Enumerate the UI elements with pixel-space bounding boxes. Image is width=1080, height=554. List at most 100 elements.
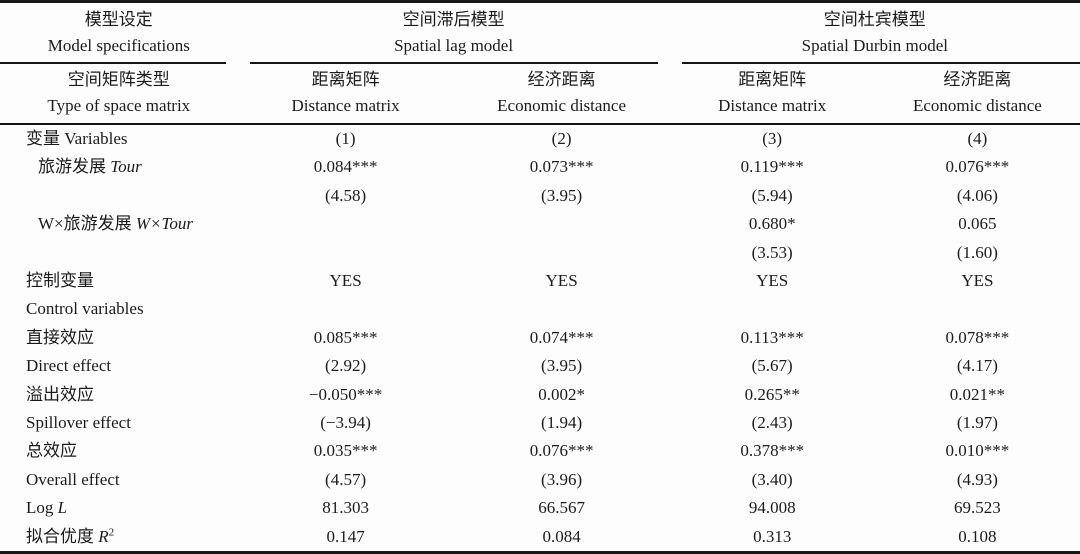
coef-cell: 0.680* (3.53) xyxy=(670,210,875,267)
header-distance-matrix-sdm: 距离矩阵 Distance matrix xyxy=(669,64,875,125)
label-spillover-zh: 溢出效应 xyxy=(26,384,94,404)
yes-cell: YES xyxy=(329,271,362,291)
coef-line: 0.074*** xyxy=(529,327,594,347)
tstat-line: (4.06) xyxy=(956,185,998,205)
row-overall-effect: 总效应 Overall effect 0.035*** (4.57) 0.076… xyxy=(0,437,1080,494)
row-r-squared: 拟合优度 R2 0.147 0.084 0.313 0.108 xyxy=(0,523,1080,553)
model-number-cell-4: (4) xyxy=(967,129,988,148)
tstat-line: (4.17) xyxy=(956,356,998,376)
label-w-tour-var: W×Tour xyxy=(135,214,194,234)
label-r-squared: 拟合优度 R2 xyxy=(0,523,238,553)
header-matrix-type: 空间矩阵类型 Type of space matrix xyxy=(0,64,238,125)
header-distance-matrix-sdm-en: Distance matrix xyxy=(718,96,827,115)
spanner-rule-left xyxy=(0,62,226,64)
stat-cell: 0.313 xyxy=(753,526,792,546)
coef-line: 0.680* xyxy=(748,214,796,234)
coef-line: 0.035*** xyxy=(313,441,378,461)
header-spatial-lag-model: 空间滞后模型 Spatial lag model xyxy=(238,2,670,64)
header-economic-distance-sdm-zh: 经济距离 xyxy=(943,70,1012,89)
coef-line: 0.076*** xyxy=(945,157,1010,177)
header-distance-matrix-slm-en: Distance matrix xyxy=(291,96,400,115)
label-tour-zh: 旅游发展 xyxy=(38,157,111,177)
header-spatial-durbin-model: 空间杜宾模型 Spatial Durbin model xyxy=(670,2,1080,64)
header-model-specifications-zh: 模型设定 xyxy=(84,10,153,29)
coef-cell: 0.085*** (2.92) xyxy=(238,324,454,381)
label-spillover-effect: 溢出效应 Spillover effect xyxy=(0,381,238,438)
coef-cell: 0.113*** (5.67) xyxy=(670,324,875,381)
stat-cell: 81.303 xyxy=(322,498,369,518)
coef-line: 0.065 xyxy=(958,214,997,234)
row-log-likelihood: Log L 81.303 66.567 94.008 69.523 xyxy=(0,494,1080,522)
yes-cell: YES xyxy=(545,271,578,291)
label-variables: 变量 Variables xyxy=(26,129,128,148)
tstat-line: (−3.94) xyxy=(320,413,371,433)
empty-cell xyxy=(238,210,454,267)
label-logl-var: L xyxy=(57,498,68,518)
coef-line: −0.050*** xyxy=(308,384,383,404)
tstat-line: (3.53) xyxy=(751,242,793,262)
row-spillover-effect: 溢出效应 Spillover effect −0.050*** (−3.94) … xyxy=(0,381,1080,438)
tstat-line: (4.57) xyxy=(325,469,367,489)
coef-cell: 0.378*** (3.40) xyxy=(670,437,875,494)
label-control-zh: 控制变量 xyxy=(26,271,94,291)
header-distance-matrix-sdm-zh: 距离矩阵 xyxy=(738,70,807,89)
row-w-tour: W×旅游发展 W×Tour 0.680* (3.53) 0.065 (1.60) xyxy=(0,210,1080,267)
coef-cell: −0.050*** (−3.94) xyxy=(238,381,454,438)
row-tour: 旅游发展 Tour 0.084*** (4.58) 0.073*** (3.95… xyxy=(0,153,1080,210)
coef-line: 0.378*** xyxy=(740,441,805,461)
coef-cell: 0.265** (2.43) xyxy=(670,381,875,438)
stat-cell: 66.567 xyxy=(538,498,585,518)
model-number-cell-2: (2) xyxy=(551,129,572,148)
row-direct-effect: 直接效应 Direct effect 0.085*** (2.92) 0.074… xyxy=(0,324,1080,381)
header-model-group-row: 模型设定 Model specifications 空间滞后模型 Spatial… xyxy=(0,2,1080,64)
label-overall-zh: 总效应 xyxy=(26,441,77,461)
tstat-line: (3.40) xyxy=(751,469,793,489)
coef-cell: 0.084*** (4.58) xyxy=(238,153,454,210)
coef-line: 0.073*** xyxy=(529,157,594,177)
tstat-line: (2.43) xyxy=(751,413,793,433)
label-overall-en: Overall effect xyxy=(26,469,120,489)
coef-line: 0.010*** xyxy=(945,441,1010,461)
row-control-variables: 控制变量 Control variables YES YES YES YES xyxy=(0,267,1080,324)
header-economic-distance-slm-zh: 经济距离 xyxy=(527,70,596,89)
label-spillover-en: Spillover effect xyxy=(26,413,131,433)
header-distance-matrix-slm: 距离矩阵 Distance matrix xyxy=(237,64,454,125)
coef-cell: 0.074*** (3.95) xyxy=(454,324,670,381)
tstat-line: (4.93) xyxy=(956,469,998,489)
yes-cell: YES xyxy=(756,271,789,291)
label-overall-effect: 总效应 Overall effect xyxy=(0,437,238,494)
spanner-rule-middle xyxy=(249,62,658,64)
coef-cell: 0.078*** (4.17) xyxy=(875,324,1080,381)
label-r2-var: R xyxy=(98,526,109,546)
label-r2-zh: 拟合优度 xyxy=(26,526,99,546)
coef-cell: 0.021** (1.97) xyxy=(875,381,1080,438)
stat-cell: 0.147 xyxy=(326,526,365,546)
label-w-tour: W×旅游发展 W×Tour xyxy=(0,210,238,267)
tstat-line: (4.58) xyxy=(325,185,367,205)
tstat-line: (3.95) xyxy=(541,185,583,205)
label-direct-en: Direct effect xyxy=(26,356,112,376)
empty-cell xyxy=(454,210,670,267)
coef-cell: 0.076*** (4.06) xyxy=(875,153,1080,210)
header-spatial-lag-zh: 空间滞后模型 xyxy=(402,10,505,29)
header-economic-distance-sdm: 经济距离 Economic distance xyxy=(874,64,1080,125)
header-economic-distance-slm-en: Economic distance xyxy=(497,96,627,115)
label-control-en: Control variables xyxy=(26,299,144,319)
header-spatial-durbin-zh: 空间杜宾模型 xyxy=(823,10,926,29)
label-control-variables: 控制变量 Control variables xyxy=(0,267,238,324)
label-log-likelihood: Log L xyxy=(0,494,238,522)
label-direct-effect: 直接效应 Direct effect xyxy=(0,324,238,381)
label-logl-text: Log xyxy=(26,498,58,518)
yes-cell: YES xyxy=(961,271,994,291)
header-spatial-lag-en: Spatial lag model xyxy=(394,36,514,55)
header-spatial-durbin-en: Spatial Durbin model xyxy=(801,36,948,55)
label-tour-var: Tour xyxy=(110,157,142,177)
coef-cell: 0.119*** (5.94) xyxy=(670,153,875,210)
coef-line: 0.002* xyxy=(538,384,585,404)
spanner-rule-right xyxy=(681,62,1080,64)
coef-line: 0.119*** xyxy=(740,157,804,177)
coef-line: 0.084*** xyxy=(313,157,378,177)
tstat-line: (5.67) xyxy=(751,356,793,376)
